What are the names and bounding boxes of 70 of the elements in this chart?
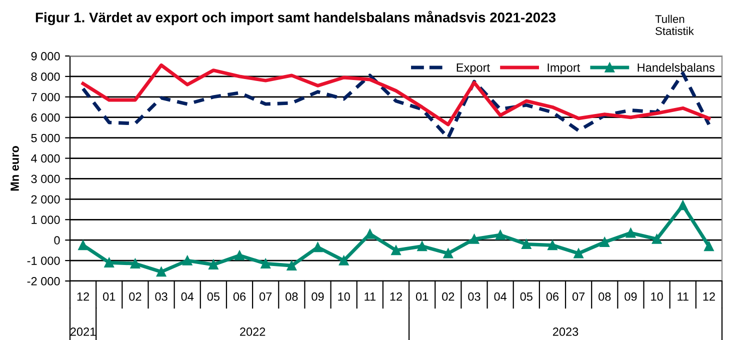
point bbox=[548, 240, 558, 250]
y-tick-label: 6 000 bbox=[31, 113, 60, 122]
x-tick-label: 07 bbox=[572, 292, 585, 301]
point bbox=[286, 260, 297, 271]
y-tick-label: 0 bbox=[54, 236, 60, 244]
x-tick-label: 01 bbox=[416, 292, 428, 301]
legend-label: Export bbox=[456, 64, 490, 74]
y-tick-label: 8 000 bbox=[31, 72, 60, 81]
point bbox=[104, 258, 114, 268]
point bbox=[234, 250, 244, 260]
point bbox=[365, 229, 375, 239]
point bbox=[522, 239, 532, 250]
point bbox=[600, 237, 610, 247]
x-tick-label: 09 bbox=[312, 292, 324, 301]
point bbox=[495, 230, 506, 240]
chart-title: Figur 1. Värdet av export och import samt handelsbalans månadsvis 2021-2023 bbox=[36, 10, 556, 26]
x-tick-label: 04 bbox=[181, 292, 194, 301]
y-tick-label: 1 000 bbox=[32, 216, 60, 224]
y-tick-label: 9 000 bbox=[31, 52, 60, 60]
point bbox=[469, 234, 480, 244]
point bbox=[156, 266, 166, 277]
y-tick-label: 4 000 bbox=[31, 154, 60, 163]
x-tick-label: 05 bbox=[520, 292, 532, 301]
text: 2023 bbox=[552, 328, 578, 336]
point bbox=[78, 240, 88, 250]
text: 2022 bbox=[240, 328, 266, 336]
point bbox=[260, 258, 270, 268]
point bbox=[391, 245, 401, 256]
y-tick-label: -2 000 bbox=[27, 277, 60, 286]
x-tick-label: 10 bbox=[338, 292, 350, 301]
x-tick-label: 01 bbox=[103, 292, 116, 301]
x-tick-label: 06 bbox=[546, 292, 559, 301]
x-tick-label: 04 bbox=[494, 292, 507, 301]
x-tick-label: 11 bbox=[364, 292, 376, 301]
y-tick-label: 3 000 bbox=[31, 174, 60, 184]
y-tick-label: 7 000 bbox=[31, 92, 60, 102]
point bbox=[704, 241, 714, 252]
x-tick-label: 12 bbox=[703, 292, 715, 301]
x-tick-label: 07 bbox=[259, 292, 272, 301]
y-tick-label: -1 000 bbox=[27, 256, 60, 265]
legend-label: Handelsbalans bbox=[638, 63, 714, 72]
text: Tullen Statistik bbox=[655, 14, 694, 35]
point bbox=[652, 234, 662, 244]
x-tick-label: 05 bbox=[207, 292, 220, 301]
point bbox=[443, 248, 454, 258]
point bbox=[312, 242, 323, 252]
x-tick-label: 09 bbox=[624, 292, 637, 301]
x-tick-label: 03 bbox=[155, 292, 168, 301]
legend-label: Import bbox=[548, 64, 580, 74]
point bbox=[417, 241, 427, 252]
x-tick-label: 11 bbox=[678, 292, 688, 301]
x-tick-label: 08 bbox=[286, 292, 298, 301]
point bbox=[208, 260, 218, 270]
point bbox=[574, 248, 584, 258]
x-tick-label: 02 bbox=[129, 292, 142, 301]
y-tick-label: 5 000 bbox=[31, 134, 60, 142]
point bbox=[626, 228, 636, 238]
x-tick-label: 02 bbox=[442, 292, 454, 301]
y-axis-title: Mn euro bbox=[10, 146, 19, 191]
x-tick-label: 12 bbox=[77, 292, 90, 301]
point bbox=[338, 256, 349, 266]
x-tick-label: 08 bbox=[598, 292, 611, 301]
x-tick-label: 10 bbox=[651, 292, 663, 301]
point bbox=[182, 256, 192, 266]
x-tick-label: 12 bbox=[390, 292, 402, 301]
y-tick-label: 2 000 bbox=[31, 195, 60, 204]
point bbox=[130, 258, 140, 268]
x-tick-label: 03 bbox=[468, 292, 480, 301]
x-tick-label: 06 bbox=[233, 292, 246, 301]
point bbox=[678, 200, 688, 210]
